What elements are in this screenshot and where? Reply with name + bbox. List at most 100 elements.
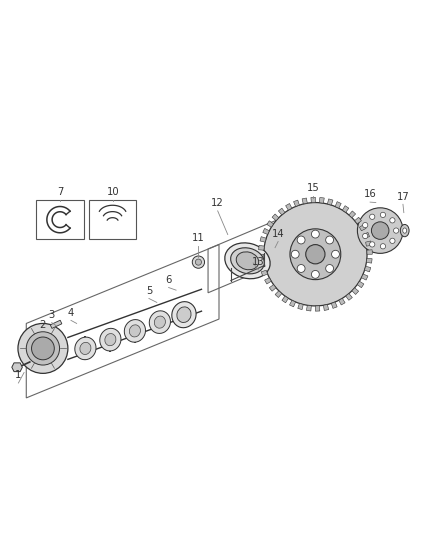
Circle shape <box>264 203 367 306</box>
Polygon shape <box>293 200 300 206</box>
Text: 6: 6 <box>166 275 172 285</box>
Polygon shape <box>290 300 296 307</box>
Circle shape <box>380 244 385 249</box>
Ellipse shape <box>100 328 121 351</box>
Polygon shape <box>307 305 311 311</box>
Text: 13: 13 <box>252 257 265 268</box>
Circle shape <box>393 228 399 233</box>
Ellipse shape <box>172 302 196 328</box>
Ellipse shape <box>236 252 259 270</box>
Polygon shape <box>12 363 22 372</box>
Text: 5: 5 <box>146 286 152 296</box>
Polygon shape <box>364 266 371 272</box>
Polygon shape <box>335 201 341 208</box>
Polygon shape <box>259 262 265 268</box>
Polygon shape <box>298 303 303 310</box>
Polygon shape <box>272 214 279 221</box>
Polygon shape <box>258 245 264 250</box>
Text: 4: 4 <box>68 308 74 318</box>
Text: 3: 3 <box>49 310 55 320</box>
Ellipse shape <box>75 337 96 360</box>
Bar <box>36 200 84 239</box>
Ellipse shape <box>400 224 409 237</box>
Circle shape <box>311 270 319 278</box>
Circle shape <box>32 337 54 360</box>
Circle shape <box>363 222 368 228</box>
Ellipse shape <box>80 342 91 354</box>
Polygon shape <box>263 228 269 235</box>
Polygon shape <box>50 320 62 328</box>
Circle shape <box>363 233 368 239</box>
Polygon shape <box>315 306 320 311</box>
Ellipse shape <box>177 307 191 322</box>
Text: 15: 15 <box>307 183 320 193</box>
Polygon shape <box>366 241 371 246</box>
Polygon shape <box>360 224 366 231</box>
Polygon shape <box>319 197 324 203</box>
Circle shape <box>311 230 319 238</box>
Circle shape <box>332 251 339 258</box>
Circle shape <box>326 236 334 244</box>
Circle shape <box>326 264 334 272</box>
Circle shape <box>380 212 385 217</box>
Text: 10: 10 <box>107 187 119 197</box>
Polygon shape <box>339 298 345 305</box>
Polygon shape <box>265 278 271 284</box>
Polygon shape <box>346 294 352 300</box>
Circle shape <box>297 264 305 272</box>
Circle shape <box>390 238 395 244</box>
Polygon shape <box>260 237 266 242</box>
Polygon shape <box>352 288 359 295</box>
Text: 16: 16 <box>364 190 377 199</box>
Bar <box>89 200 136 239</box>
Polygon shape <box>363 232 370 238</box>
Circle shape <box>390 217 395 223</box>
Polygon shape <box>331 302 337 309</box>
Circle shape <box>195 259 201 265</box>
Polygon shape <box>367 259 372 263</box>
Ellipse shape <box>154 316 166 328</box>
Polygon shape <box>367 250 372 254</box>
Circle shape <box>26 332 60 365</box>
Polygon shape <box>286 204 292 210</box>
Ellipse shape <box>231 248 264 274</box>
Ellipse shape <box>225 243 270 279</box>
Polygon shape <box>269 285 276 291</box>
Circle shape <box>306 245 325 264</box>
Polygon shape <box>355 217 361 224</box>
Polygon shape <box>328 199 333 205</box>
Text: 2: 2 <box>40 320 46 330</box>
Polygon shape <box>311 197 315 203</box>
Ellipse shape <box>105 334 116 346</box>
Polygon shape <box>279 208 285 215</box>
Ellipse shape <box>129 325 141 337</box>
Circle shape <box>371 222 389 239</box>
Ellipse shape <box>149 311 170 334</box>
Circle shape <box>370 214 375 220</box>
Polygon shape <box>258 254 264 259</box>
Polygon shape <box>302 198 307 204</box>
Polygon shape <box>282 296 288 303</box>
Text: 11: 11 <box>192 233 205 243</box>
Polygon shape <box>349 211 356 217</box>
Circle shape <box>290 229 341 280</box>
Polygon shape <box>323 304 328 311</box>
Polygon shape <box>267 221 274 227</box>
Polygon shape <box>357 281 364 288</box>
Text: 1: 1 <box>15 370 21 381</box>
Text: 17: 17 <box>396 192 410 201</box>
Text: 12: 12 <box>211 198 224 208</box>
Circle shape <box>291 251 299 258</box>
Ellipse shape <box>403 228 407 233</box>
Circle shape <box>297 236 305 244</box>
Circle shape <box>18 324 68 374</box>
Polygon shape <box>275 291 282 297</box>
Polygon shape <box>261 270 268 276</box>
Polygon shape <box>343 206 349 213</box>
Text: 7: 7 <box>57 187 63 197</box>
Circle shape <box>370 242 375 247</box>
Circle shape <box>192 256 205 268</box>
Ellipse shape <box>124 320 145 342</box>
Circle shape <box>357 208 403 253</box>
Polygon shape <box>361 274 368 280</box>
